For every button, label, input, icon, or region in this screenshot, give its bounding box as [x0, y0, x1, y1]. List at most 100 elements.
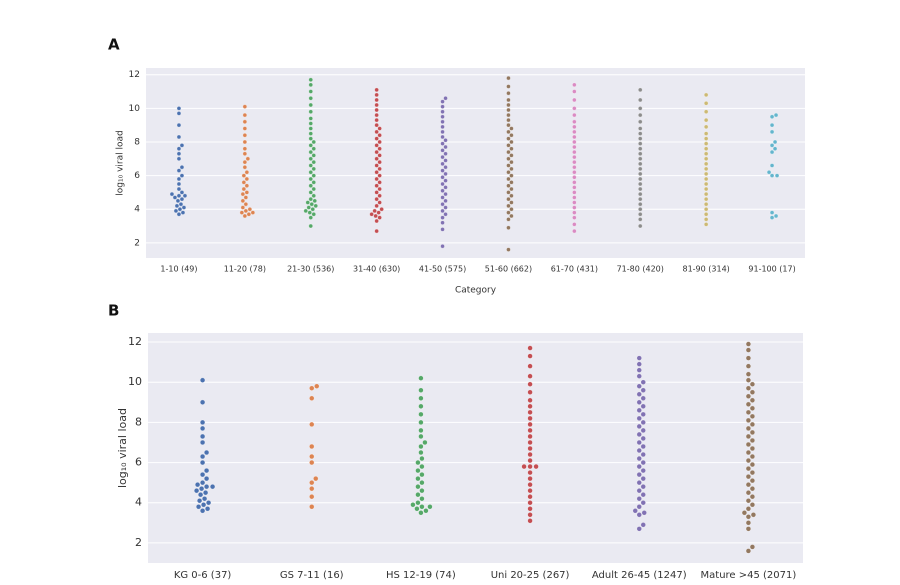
- data-point: [440, 114, 445, 119]
- data-point: [374, 197, 379, 202]
- data-point: [443, 165, 448, 170]
- data-point: [311, 173, 316, 178]
- data-point: [307, 210, 312, 215]
- data-point: [443, 144, 448, 150]
- data-point: [509, 126, 514, 131]
- data-point: [308, 176, 313, 182]
- data-point: [440, 119, 445, 124]
- data-point: [572, 134, 577, 140]
- data-point: [242, 160, 248, 165]
- data-point: [243, 202, 249, 207]
- x-tick-label: 71-80 (420): [617, 265, 664, 274]
- data-point: [527, 439, 533, 446]
- data-point: [506, 190, 511, 195]
- data-point: [769, 215, 775, 220]
- data-point: [206, 500, 212, 506]
- data-point: [636, 464, 642, 470]
- data-point: [200, 460, 206, 466]
- data-point: [704, 202, 709, 207]
- data-point: [704, 176, 709, 182]
- data-point: [172, 195, 178, 200]
- data-point: [572, 89, 577, 94]
- data-point: [440, 202, 445, 207]
- data-point: [201, 502, 207, 508]
- data-point: [200, 419, 206, 425]
- data-point: [572, 124, 577, 129]
- data-point: [640, 419, 646, 425]
- data-point: [527, 421, 533, 427]
- y-tick-label: 2: [135, 536, 142, 549]
- data-point: [506, 176, 511, 182]
- data-point: [309, 385, 315, 391]
- data-point: [308, 143, 313, 148]
- data-point: [311, 180, 316, 185]
- data-point: [641, 510, 647, 516]
- data-point: [180, 210, 186, 215]
- data-point: [176, 193, 182, 198]
- data-point: [749, 397, 755, 403]
- data-point: [440, 188, 445, 193]
- data-point: [527, 433, 533, 439]
- data-point: [509, 133, 514, 138]
- data-point: [210, 484, 216, 490]
- x-tick-label: 81-90 (314): [682, 265, 729, 274]
- data-point: [374, 149, 379, 155]
- data-point: [509, 200, 514, 205]
- data-point: [509, 180, 514, 185]
- x-tick-label: 21-30 (536): [287, 265, 334, 274]
- data-point: [636, 447, 642, 454]
- data-point: [308, 163, 313, 168]
- data-point: [638, 171, 643, 177]
- data-point: [638, 176, 643, 182]
- data-point: [704, 156, 709, 161]
- data-point: [704, 217, 709, 222]
- data-point: [638, 141, 643, 146]
- data-point: [418, 419, 424, 425]
- x-axis-label: Category: [455, 286, 497, 296]
- data-point: [506, 136, 511, 141]
- data-point: [241, 186, 247, 192]
- data-point: [773, 112, 779, 118]
- y-tick-label: 12: [128, 335, 142, 348]
- data-point: [509, 193, 514, 198]
- data-point: [638, 161, 643, 166]
- data-point: [242, 151, 248, 156]
- data-point: [506, 163, 511, 168]
- data-point: [440, 227, 445, 232]
- data-point: [311, 186, 316, 192]
- data-point: [376, 210, 381, 215]
- data-point: [309, 443, 315, 450]
- data-point: [176, 168, 182, 173]
- data-point: [745, 548, 751, 554]
- data-point: [769, 173, 775, 178]
- data-point: [636, 415, 642, 421]
- data-point: [200, 480, 206, 486]
- data-point: [640, 460, 646, 466]
- data-point: [418, 387, 424, 393]
- x-tick-label: 41-50 (575): [419, 265, 466, 274]
- data-point: [176, 156, 182, 161]
- y-tick-label: 8: [135, 415, 142, 428]
- data-point: [239, 210, 245, 215]
- data-point: [506, 183, 511, 188]
- data-point: [636, 367, 642, 373]
- data-point: [745, 355, 751, 361]
- data-point: [640, 427, 646, 433]
- data-point: [749, 544, 755, 550]
- x-tick-label: HS 12-19 (74): [386, 570, 456, 581]
- data-point: [572, 200, 577, 205]
- data-point: [572, 144, 577, 150]
- data-point: [369, 212, 374, 217]
- data-point: [527, 445, 533, 452]
- data-point: [636, 423, 642, 429]
- data-point: [200, 377, 206, 383]
- data-point: [308, 82, 313, 87]
- data-point: [313, 203, 318, 209]
- data-point: [443, 212, 448, 217]
- data-point: [179, 143, 185, 148]
- data-point: [572, 195, 577, 200]
- y-tick-label: 8: [134, 137, 140, 147]
- data-point: [749, 445, 755, 452]
- data-point: [749, 453, 755, 460]
- data-point: [308, 77, 313, 82]
